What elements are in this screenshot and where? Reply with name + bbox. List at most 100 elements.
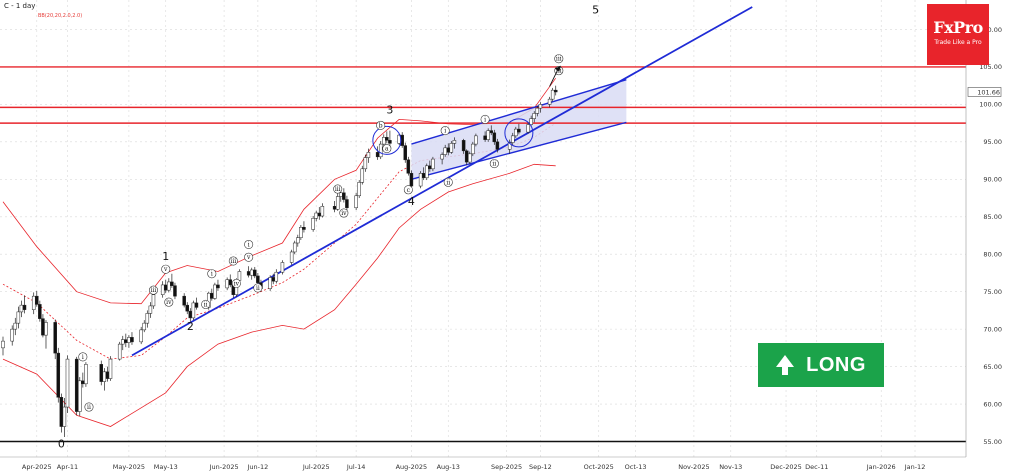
candle — [78, 377, 82, 417]
candle-body — [302, 227, 306, 230]
signal-label: LONG — [806, 353, 866, 376]
candle — [10, 325, 14, 346]
trendline — [131, 6, 753, 357]
candle — [409, 170, 414, 190]
candle — [385, 131, 389, 144]
wave-label-circle — [78, 352, 88, 362]
wave-label-major: 4 — [408, 195, 415, 208]
wave-label-circle — [554, 54, 564, 64]
candle — [139, 326, 143, 345]
candle-body — [535, 107, 540, 114]
wave-label-circle — [382, 144, 392, 154]
wave-label-text: i — [248, 241, 250, 248]
candle — [182, 293, 186, 308]
price-tick-label: 100.00 — [979, 101, 1002, 109]
wave-label-text: v — [246, 254, 251, 261]
candle-body — [292, 242, 297, 253]
candle — [418, 171, 423, 189]
time-tick-label: May-13 — [154, 463, 178, 471]
bollinger-bands — [2, 77, 557, 427]
candle — [461, 138, 466, 154]
candle — [489, 125, 493, 136]
fxpro-logo: FxPro Trade Like a Pro — [927, 4, 989, 65]
candle-body — [53, 322, 57, 354]
time-tick-label: Jan-2026 — [866, 463, 896, 471]
time-tick-label: Nov-2025 — [678, 463, 709, 471]
candle — [302, 221, 306, 233]
candle-body — [117, 343, 122, 360]
wave-label-circle — [231, 278, 241, 288]
logo-brand: FxPro — [933, 18, 983, 37]
candle — [532, 111, 536, 123]
candle — [474, 133, 478, 147]
candle-body — [44, 322, 48, 336]
candle-body — [526, 124, 530, 133]
wave-label-circle — [164, 297, 174, 307]
candle-body — [431, 158, 435, 170]
candle-body — [461, 140, 466, 152]
candle-body — [22, 304, 27, 310]
candle — [16, 306, 21, 329]
candle-body — [486, 130, 490, 140]
candle — [492, 129, 497, 145]
wave-labels: 012345iiiiiiivviiiiiiiviviiiiiivbaciiiii… — [58, 4, 599, 451]
candle — [440, 152, 444, 165]
candle-body — [345, 199, 349, 209]
wave-label-text: ii — [256, 285, 260, 292]
time-tick-label: Sep-12 — [529, 463, 552, 471]
time-tick-label: Jun-12 — [246, 463, 268, 471]
wave-label-text: i — [211, 271, 213, 278]
candle-body — [10, 328, 14, 342]
candle-body — [16, 311, 21, 324]
candle-body — [471, 143, 475, 155]
candle — [117, 341, 122, 361]
time-tick-label: Apr-11 — [57, 463, 78, 471]
candle-body — [151, 294, 156, 307]
candle — [529, 115, 533, 127]
candle — [1, 336, 5, 356]
wave-label-minor: iv — [339, 208, 349, 218]
candle-body — [510, 135, 515, 143]
candle — [74, 356, 79, 416]
price-tick-label: 60.00 — [983, 400, 1002, 408]
candle-body — [289, 251, 294, 263]
wave-label-minor: ii — [201, 299, 211, 309]
candle — [44, 320, 48, 349]
time-tick-label: Nov-13 — [719, 463, 742, 471]
candle — [108, 356, 113, 381]
wave-label-circle — [333, 184, 343, 194]
wave-label-minor: ii — [489, 159, 499, 169]
wave-label-text: a — [385, 146, 389, 153]
candle — [99, 360, 104, 386]
candle — [553, 85, 558, 96]
wave-label-minor: ii — [253, 283, 263, 293]
candle — [507, 139, 512, 154]
wave-label-major: 0 — [58, 438, 65, 451]
time-tick-label: Jun-2025 — [209, 463, 239, 471]
wave-label-minor: i — [440, 126, 450, 136]
wave-label-circle — [489, 159, 499, 169]
candle — [517, 123, 521, 135]
wave-label-circle — [403, 185, 413, 195]
candle — [13, 317, 18, 336]
candle — [388, 130, 392, 147]
candle — [62, 398, 67, 438]
wave-label-minor: i — [207, 269, 217, 279]
time-tick-label: Jul-14 — [346, 463, 365, 471]
candle-body — [274, 271, 279, 282]
candle — [425, 163, 429, 181]
candle-body — [378, 143, 383, 158]
candle — [148, 302, 153, 318]
candle-body — [31, 295, 36, 310]
candle — [495, 138, 500, 153]
wave-label-minor: i — [244, 239, 254, 249]
candle — [170, 273, 174, 288]
candle-body — [102, 371, 107, 382]
wave-label-minor: b — [376, 120, 386, 130]
candle — [173, 282, 177, 300]
candle-body — [121, 339, 125, 345]
candle-body — [78, 380, 82, 412]
wave-label-minor: ii — [443, 177, 453, 187]
wave-label-text: b — [379, 122, 383, 129]
wave-label-text: iii — [230, 258, 236, 265]
